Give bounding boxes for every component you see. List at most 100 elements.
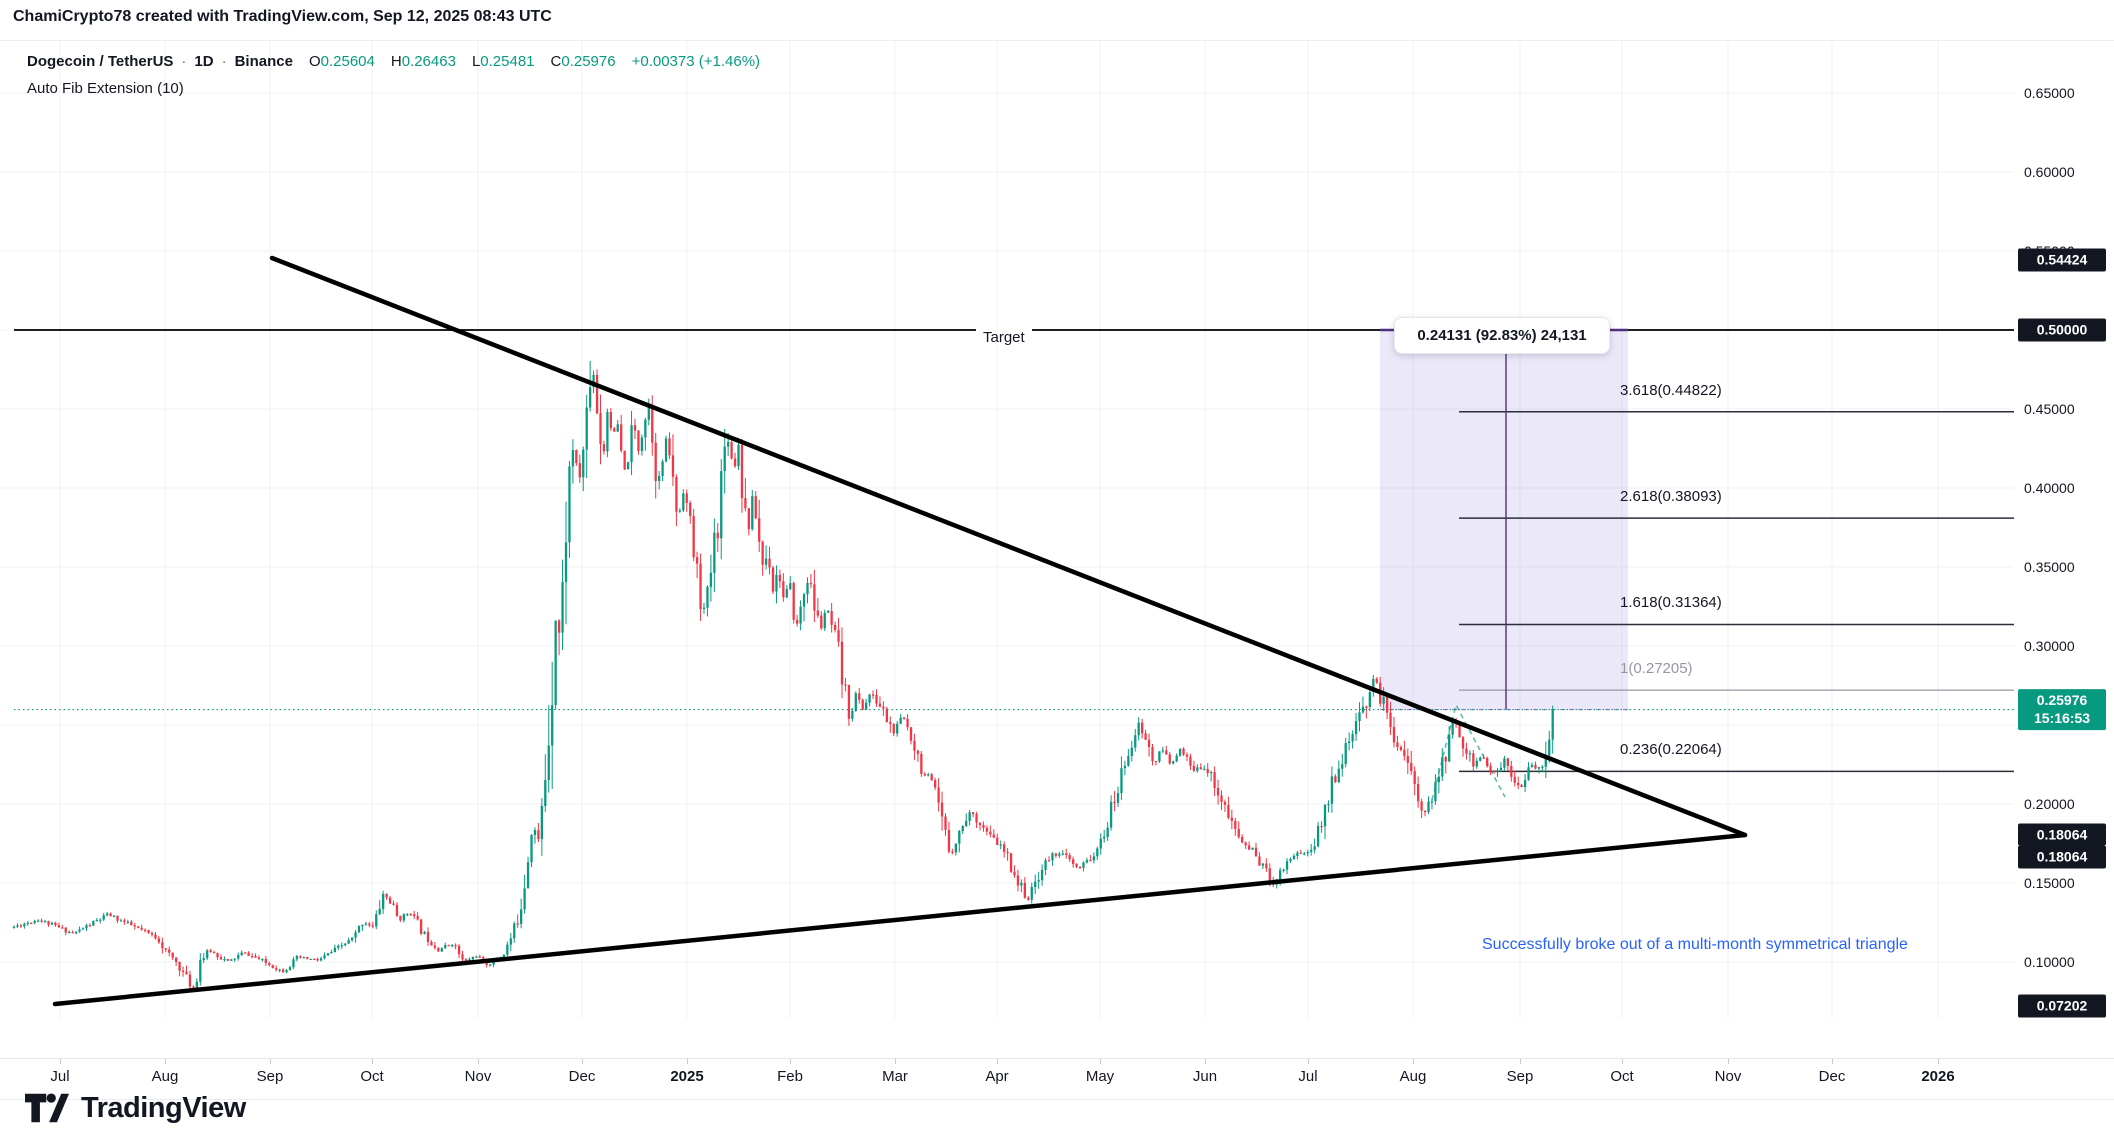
candle-body <box>451 945 454 947</box>
candle-body <box>1303 853 1306 855</box>
candle-body <box>889 721 892 724</box>
trendline-upper[interactable] <box>269 255 1748 838</box>
candle-body <box>751 496 754 530</box>
time-tick-mark <box>165 1059 166 1064</box>
candle-body <box>868 694 871 703</box>
candle-body <box>578 463 581 478</box>
candle-body <box>199 959 202 982</box>
time-tick-mark <box>1622 1059 1623 1064</box>
target-label[interactable]: Target <box>976 329 1032 346</box>
candle-body <box>140 927 143 930</box>
candlestick-canvas[interactable] <box>0 40 2114 1058</box>
candle-body <box>1054 853 1058 856</box>
candle-body <box>1130 747 1133 756</box>
candle-body <box>1375 678 1378 683</box>
candle-body <box>488 964 492 966</box>
candle-body <box>920 753 923 774</box>
candle-body <box>1434 782 1437 802</box>
candle-body <box>806 582 809 595</box>
candle-body <box>599 413 602 445</box>
time-tick-label: Dec <box>568 1068 596 1085</box>
candle-body <box>1496 770 1499 773</box>
candle-body <box>447 945 450 947</box>
candle-body <box>958 830 961 844</box>
candle-body <box>913 740 916 751</box>
candle-body <box>1492 770 1496 773</box>
candle-body <box>402 914 405 921</box>
tradingview-logo[interactable]: TradingView <box>25 1091 246 1125</box>
candle-body <box>526 862 530 889</box>
candle-body <box>1320 825 1323 828</box>
time-tick-mark <box>478 1059 479 1064</box>
footer: TradingView <box>0 1092 2114 1145</box>
candle-body <box>1392 727 1396 743</box>
candle-body <box>695 557 699 564</box>
candle-body <box>1161 750 1164 752</box>
candle-body <box>202 958 205 960</box>
candle-body <box>81 928 85 930</box>
candle-body <box>1241 836 1244 843</box>
candle-body <box>399 915 402 921</box>
open-value: 0.25604 <box>320 53 375 70</box>
candle-body <box>661 461 664 477</box>
candle-body <box>223 959 226 961</box>
time-tick-mark <box>1938 1059 1939 1064</box>
candle-body <box>1468 753 1472 755</box>
candle-body <box>306 957 309 959</box>
candle-body <box>74 931 78 934</box>
interval-label[interactable]: 1D <box>194 53 214 70</box>
candle-body <box>1082 862 1085 868</box>
candle-body <box>264 958 267 963</box>
fib-level-label: 2.618(0.38093) <box>1620 488 1722 506</box>
symbol-legend[interactable]: Dogecoin / TetherUS · 1D · Binance O0.25… <box>27 53 760 70</box>
price-tick-label: 0.10000 <box>2024 954 2075 970</box>
time-tick-label: Nov <box>464 1068 492 1085</box>
candle-body <box>1541 766 1544 768</box>
candle-body <box>906 718 909 728</box>
last-price-badge: 0.25976 15:16:53 <box>2018 688 2106 731</box>
candle-body <box>782 581 785 598</box>
candle-body <box>1417 784 1420 802</box>
candle-body <box>664 438 668 462</box>
candle-body <box>147 930 150 933</box>
candle-body <box>1192 765 1196 771</box>
candle-body <box>92 920 95 926</box>
candle-body <box>1223 801 1227 805</box>
indicator-legend[interactable]: Auto Fib Extension (10) <box>27 80 184 97</box>
candle-body <box>1513 776 1516 783</box>
time-tick-mark <box>1520 1059 1521 1064</box>
candle-body <box>413 914 416 917</box>
candle-body <box>871 694 875 696</box>
candle-body <box>19 925 23 927</box>
annotation-note[interactable]: Successfully broke out of a multi-month … <box>1482 936 1908 953</box>
candle-body <box>982 825 985 828</box>
trendline-lower[interactable] <box>52 832 1748 1007</box>
candle-body <box>909 727 913 741</box>
time-tick-label: May <box>1085 1068 1115 1085</box>
candle-body <box>809 582 813 585</box>
candle-body <box>1113 801 1116 804</box>
candle-body <box>319 958 323 961</box>
candle-body <box>658 476 661 482</box>
candle-body <box>927 774 930 776</box>
time-axis[interactable]: Jul Aug Sep Oct Nov Dec 2025 Feb Mar Apr May Jun Jul… <box>0 1058 2114 1100</box>
exchange-label[interactable]: Binance <box>234 53 293 70</box>
candle-body <box>771 567 775 592</box>
candle-body <box>630 425 633 463</box>
candle-body <box>130 921 133 926</box>
candle-body <box>12 926 16 928</box>
time-tick-label: Aug <box>1399 1068 1427 1085</box>
symbol-name[interactable]: Dogecoin / TetherUS <box>27 53 174 70</box>
time-tick-label: Apr <box>985 1068 1009 1085</box>
price-axis[interactable]: 0.650000.600000.550000.500000.450000.400… <box>2014 40 2114 1058</box>
time-tick-mark <box>1832 1059 1833 1064</box>
candle-body <box>368 923 371 926</box>
time-tick-label: Mar <box>882 1068 908 1085</box>
chart-area[interactable]: Dogecoin / TetherUS · 1D · Binance O0.25… <box>0 40 2114 1058</box>
candle-body <box>1482 757 1485 759</box>
candle-body <box>1441 757 1444 777</box>
candle-body <box>106 913 109 916</box>
candle-body <box>95 920 98 922</box>
candle-body <box>744 498 747 509</box>
candle-body <box>847 685 851 719</box>
